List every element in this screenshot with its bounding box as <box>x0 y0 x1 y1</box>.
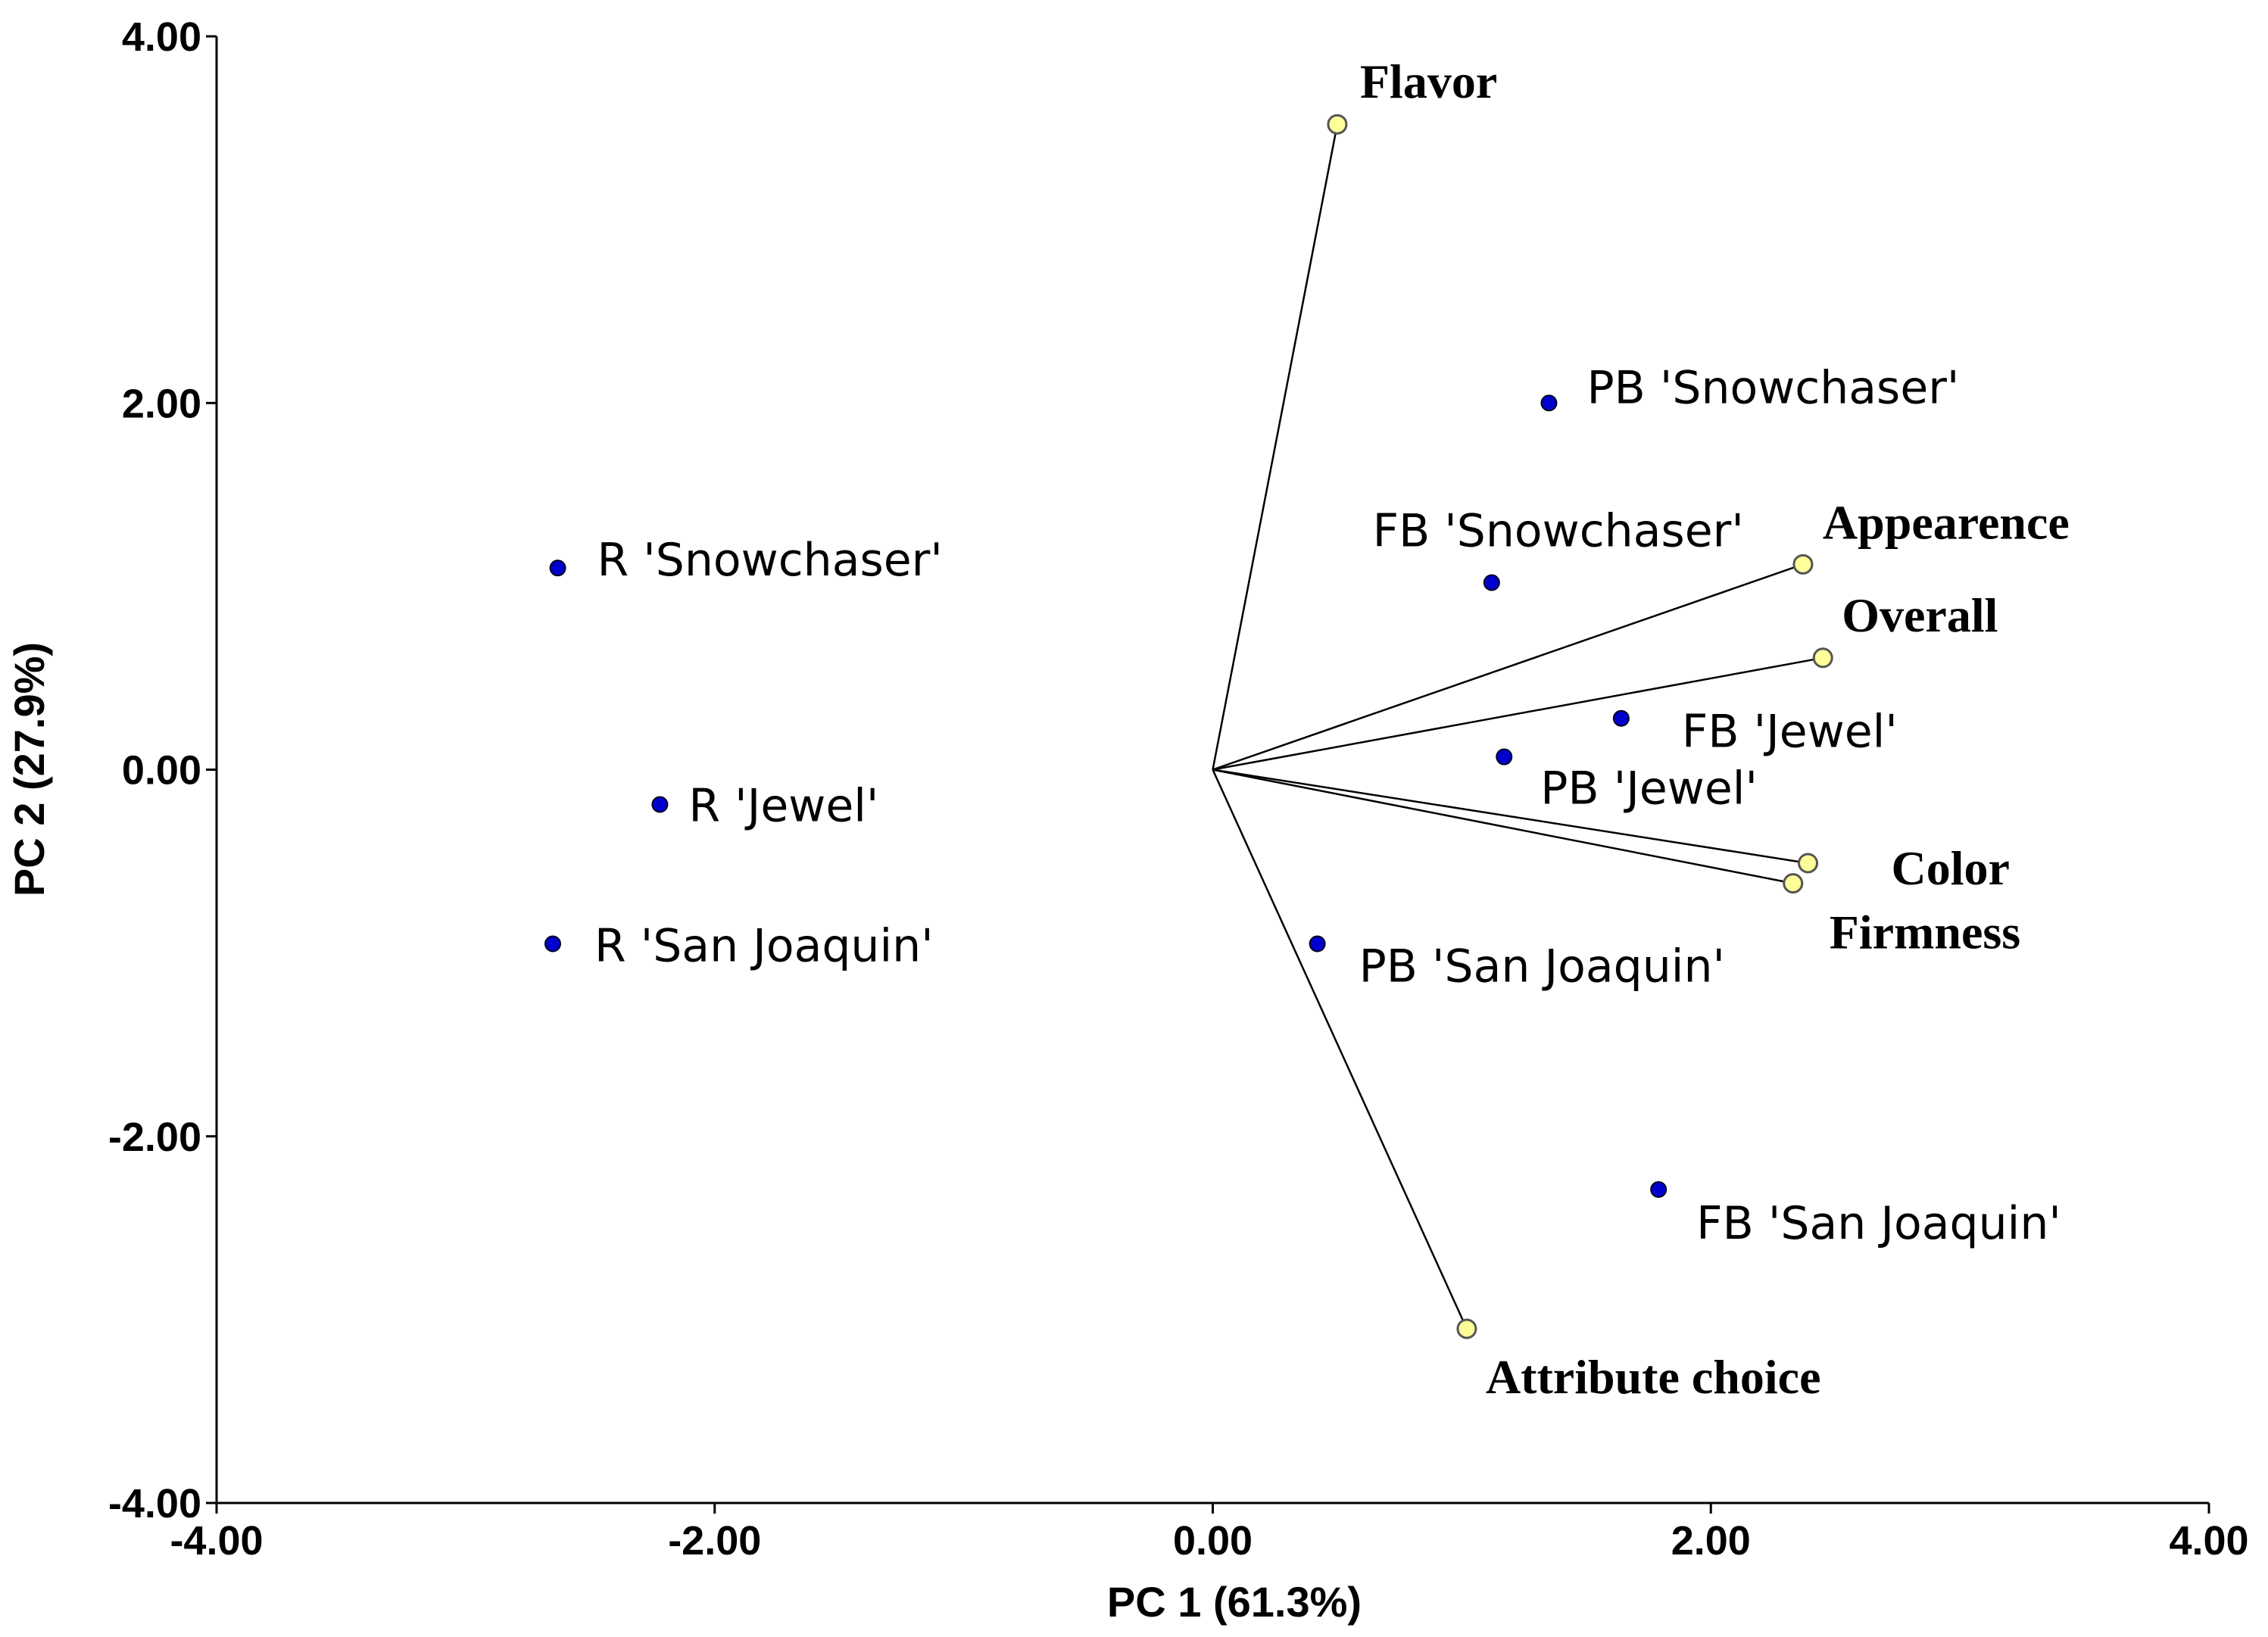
sample-point-r-san-joaquin <box>544 935 561 953</box>
y-ticks: 4.00 2.00 0.00 -2.00 -4.00 <box>108 14 217 1526</box>
y-axis-title: PC 2 (27.9%) <box>5 642 53 896</box>
x-tick-label: 0.00 <box>1173 1518 1253 1564</box>
x-tick-label: -2.00 <box>668 1518 761 1564</box>
attribute-point-attribute-choice <box>1456 1318 1477 1339</box>
sample-point-pb-snowchaser <box>1540 394 1558 412</box>
y-tick-label: 4.00 <box>122 14 201 60</box>
sample-markers <box>544 394 1667 1198</box>
sample-point-r-snowchaser <box>549 560 566 577</box>
attribute-markers <box>1327 114 1833 1339</box>
loading-line-flavor <box>1212 123 1339 770</box>
y-tick-label: 2.00 <box>122 381 201 426</box>
attribute-label-color: Color <box>1892 841 2010 895</box>
sample-label-r-jewel: R 'Jewel' <box>688 780 878 833</box>
sample-label-fb-snowchaser: FB 'Snowchaser' <box>1373 505 1744 558</box>
sample-label-r-snowchaser: R 'Snowchaser' <box>597 534 943 587</box>
loading-line-firmness <box>1212 769 1794 884</box>
attribute-point-appearence <box>1792 553 1814 575</box>
x-tick-label: 2.00 <box>1671 1518 1751 1564</box>
sample-point-pb-jewel <box>1496 748 1513 765</box>
attribute-label-firmness: Firmness <box>1830 906 2020 959</box>
sample-label-pb-san-joaquin: PB 'San Joaquin' <box>1359 940 1725 993</box>
sample-label-pb-snowchaser: PB 'Snowchaser' <box>1586 361 1959 414</box>
loading-line-color <box>1212 769 1808 865</box>
sample-label-fb-san-joaquin: FB 'San Joaquin' <box>1696 1197 2061 1250</box>
point-labels: Flavor Appearence Overall Color Firmness Attr… <box>594 55 2070 1404</box>
x-tick-label: 4.00 <box>2169 1518 2248 1564</box>
sample-label-pb-jewel: PB 'Jewel' <box>1540 762 1758 815</box>
y-tick-label: 0.00 <box>122 748 201 794</box>
sample-point-fb-jewel <box>1612 709 1630 727</box>
attribute-point-firmness <box>1783 873 1804 894</box>
sample-point-fb-san-joaquin <box>1650 1180 1667 1198</box>
sample-point-r-jewel <box>651 796 669 813</box>
attribute-label-attribute-choice: Attribute choice <box>1486 1350 1821 1404</box>
loading-line-attribute-choice <box>1212 769 1468 1330</box>
x-ticks: -4.00 -2.00 0.00 2.00 4.00 <box>170 1503 2249 1564</box>
sample-label-fb-jewel: FB 'Jewel' <box>1682 706 1898 759</box>
attribute-label-flavor: Flavor <box>1360 55 1497 108</box>
attribute-label-appearence: Appearence <box>1823 495 2070 549</box>
attribute-label-overall: Overall <box>1842 588 1998 642</box>
loading-line-appearence <box>1212 563 1804 771</box>
x-tick-label: -4.00 <box>170 1518 263 1564</box>
sample-label-r-san-joaquin: R 'San Joaquin' <box>594 920 934 973</box>
y-tick-label: -2.00 <box>108 1115 201 1160</box>
attribute-point-flavor <box>1327 114 1348 135</box>
sample-point-pb-san-joaquin <box>1309 935 1326 953</box>
y-tick-label: -4.00 <box>108 1481 201 1526</box>
attribute-point-overall <box>1812 647 1833 669</box>
x-axis-title: PC 1 (61.3%) <box>1107 1578 1362 1626</box>
attribute-point-color <box>1798 853 1819 874</box>
sample-point-fb-snowchaser <box>1483 574 1500 591</box>
loading-line-overall <box>1212 656 1823 771</box>
loading-lines <box>1212 123 1823 1330</box>
